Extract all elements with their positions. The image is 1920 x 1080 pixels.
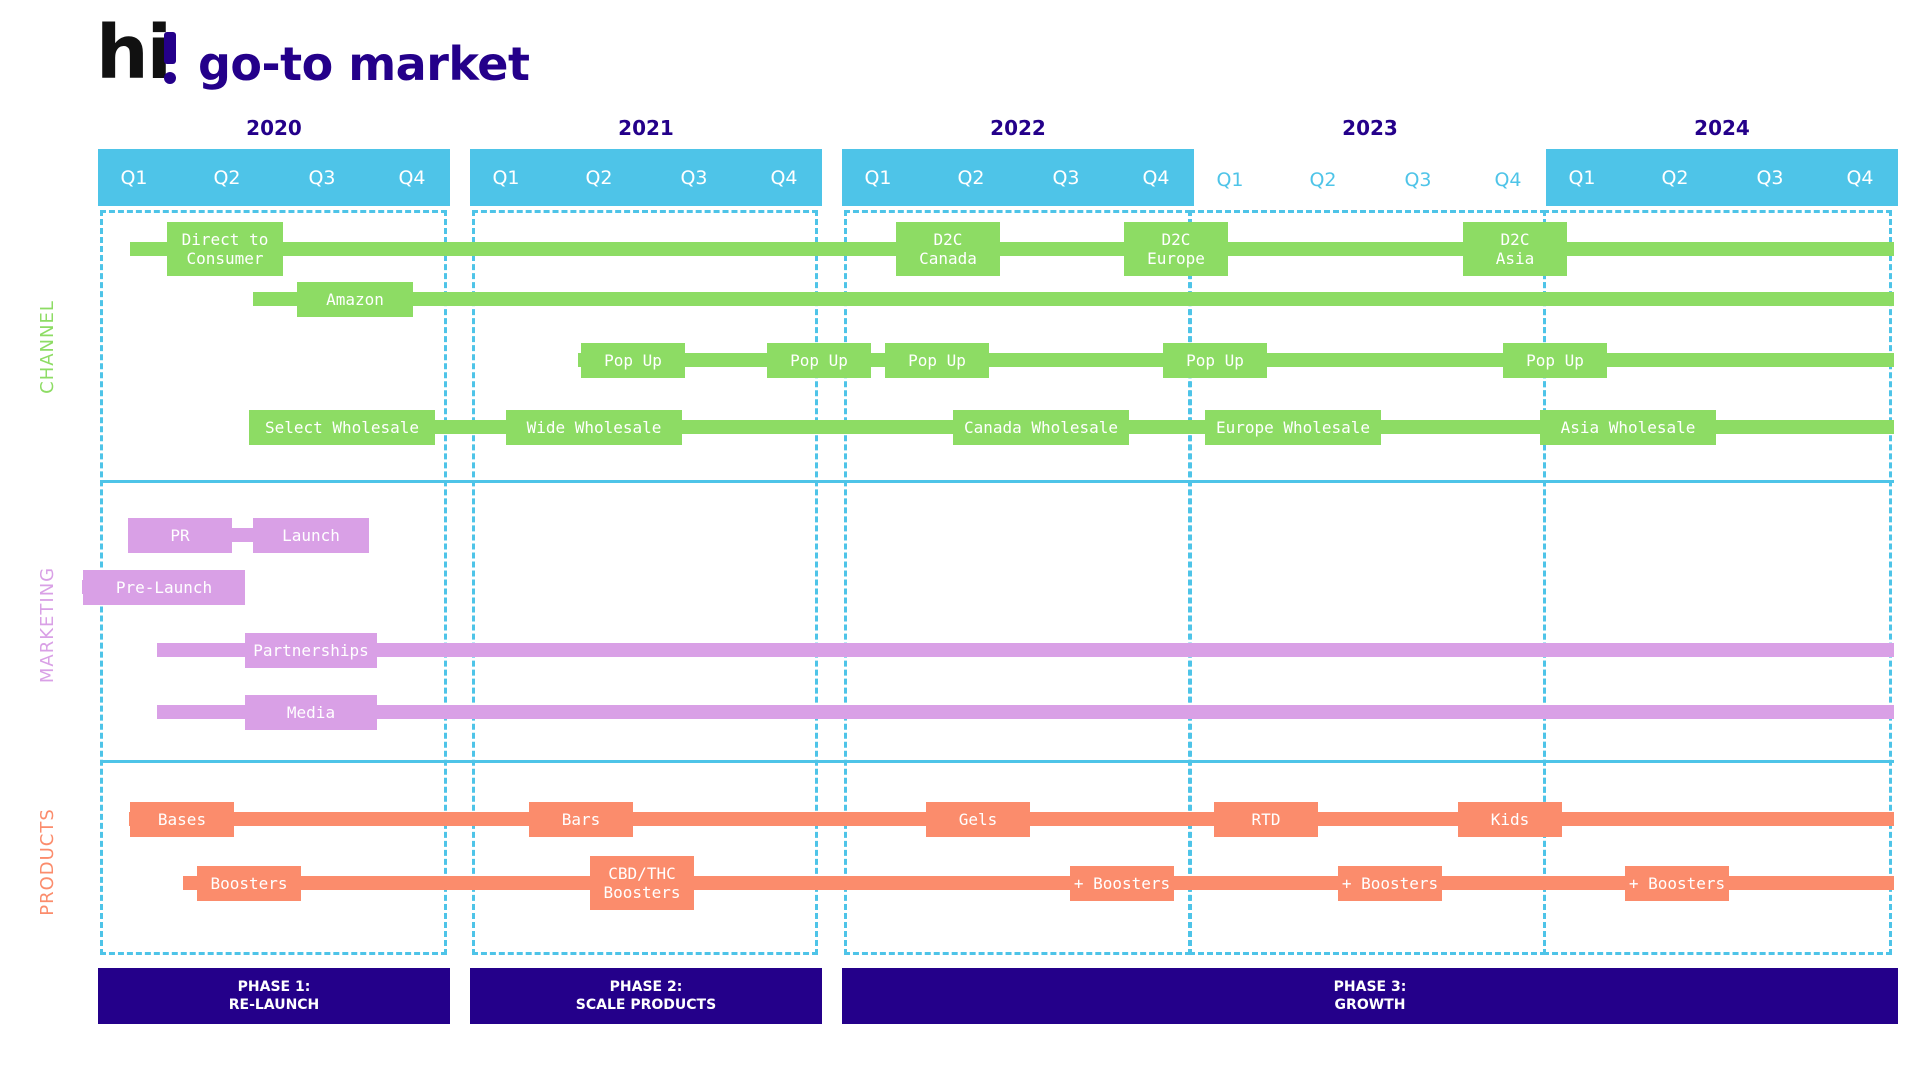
quarter-label-2023-Q2: Q2: [1309, 169, 1337, 191]
milestone-products-8-4: Kids: [1458, 801, 1562, 837]
year-label-2022: 2022: [990, 116, 1046, 140]
quarter-label-2024-Q1: Q1: [1568, 167, 1596, 189]
section-divider-channel-marketing: [100, 480, 1894, 483]
milestone-products-8-0: Bases: [130, 801, 234, 837]
milestone-channel-0-1: D2C Canada: [896, 222, 1000, 276]
quarter-label-2022-Q4: Q4: [1142, 167, 1170, 189]
milestone-channel-3-4: Asia Wholesale: [1540, 409, 1716, 445]
quarter-label-2021-Q4: Q4: [770, 167, 798, 189]
phase-2-box: [472, 210, 818, 955]
quarter-label-2021-Q1: Q1: [492, 167, 520, 189]
milestone-products-9-4: + Boosters: [1625, 865, 1729, 901]
quarter-label-2023-Q1: Q1: [1216, 169, 1244, 191]
page-title: go-to market: [198, 37, 530, 91]
track-marketing-7: [157, 705, 1894, 719]
logo-exclamation-icon: [164, 32, 176, 64]
section-label-marketing: MARKETING: [37, 566, 58, 683]
milestone-products-9-1: CBD/THC Boosters: [590, 856, 694, 910]
section-label-products: PRODUCTS: [37, 807, 58, 916]
brand-logo-text: hi: [96, 10, 172, 96]
milestone-channel-0-0: Direct to Consumer: [167, 222, 283, 276]
milestone-channel-3-0: Select Wholesale: [249, 409, 435, 445]
brand-logo: hi: [96, 16, 172, 90]
milestone-products-8-2: Gels: [926, 801, 1030, 837]
milestone-products-8-1: Bars: [529, 801, 633, 837]
quarter-label-2021-Q3: Q3: [680, 167, 708, 189]
logo-exclamation-dot-icon: [164, 72, 176, 84]
milestone-channel-1-0: Amazon: [297, 281, 413, 317]
milestone-channel-2-1: Pop Up: [767, 342, 871, 378]
milestone-marketing-4-0: PR: [128, 517, 232, 553]
milestone-channel-0-3: D2C Asia: [1463, 222, 1567, 276]
milestone-channel-0-2: D2C Europe: [1124, 222, 1228, 276]
year-label-2020: 2020: [246, 116, 302, 140]
quarter-label-2024-Q2: Q2: [1661, 167, 1689, 189]
track-marketing-6: [157, 643, 1894, 657]
quarter-label-2020-Q2: Q2: [213, 167, 241, 189]
track-channel-1: [253, 292, 1894, 306]
year-label-2021: 2021: [618, 116, 674, 140]
quarter-label-2021-Q2: Q2: [585, 167, 613, 189]
milestone-channel-2-3: Pop Up: [1163, 342, 1267, 378]
phase-3a-box: [844, 210, 1191, 955]
phase-3c-box: [1543, 210, 1892, 955]
milestone-channel-3-2: Canada Wholesale: [953, 409, 1129, 445]
quarter-label-2020-Q4: Q4: [398, 167, 426, 189]
phase-bar-2: PHASE 2: SCALE PRODUCTS: [470, 968, 822, 1024]
quarter-label-2024-Q4: Q4: [1846, 167, 1874, 189]
quarter-label-2022-Q2: Q2: [957, 167, 985, 189]
quarter-label-2022-Q1: Q1: [864, 167, 892, 189]
milestone-marketing-4-1: Launch: [253, 517, 369, 553]
year-label-2023: 2023: [1342, 116, 1398, 140]
quarter-band-2024: [1546, 149, 1898, 206]
quarter-label-2022-Q3: Q3: [1052, 167, 1080, 189]
phase-bar-3: PHASE 3: GROWTH: [842, 968, 1898, 1024]
milestone-channel-2-2: Pop Up: [885, 342, 989, 378]
section-label-channel: CHANNEL: [37, 300, 58, 394]
milestone-channel-2-4: Pop Up: [1503, 342, 1607, 378]
milestone-marketing-7-0: Media: [245, 694, 377, 730]
milestone-marketing-6-0: Partnerships: [245, 632, 377, 668]
quarter-label-2023-Q4: Q4: [1494, 169, 1522, 191]
quarter-label-2020-Q3: Q3: [308, 167, 336, 189]
quarter-band-2022: [842, 149, 1194, 206]
quarter-band-2021: [470, 149, 822, 206]
quarter-band-2020: [98, 149, 450, 206]
track-channel-0: [130, 242, 1894, 256]
milestone-products-9-0: Boosters: [197, 865, 301, 901]
section-divider-marketing-products: [100, 760, 1894, 763]
milestone-marketing-5-0: Pre-Launch: [83, 569, 245, 605]
milestone-channel-3-3: Europe Wholesale: [1205, 409, 1381, 445]
phase-bar-1: PHASE 1: RE-LAUNCH: [98, 968, 450, 1024]
phase-3b-box: [1189, 210, 1546, 955]
quarter-label-2023-Q3: Q3: [1404, 169, 1432, 191]
milestone-products-9-2: + Boosters: [1070, 865, 1174, 901]
milestone-products-9-3: + Boosters: [1338, 865, 1442, 901]
quarter-label-2020-Q1: Q1: [120, 167, 148, 189]
milestone-channel-2-0: Pop Up: [581, 342, 685, 378]
milestone-channel-3-1: Wide Wholesale: [506, 409, 682, 445]
quarter-label-2024-Q3: Q3: [1756, 167, 1784, 189]
year-label-2024: 2024: [1694, 116, 1750, 140]
milestone-products-8-3: RTD: [1214, 801, 1318, 837]
